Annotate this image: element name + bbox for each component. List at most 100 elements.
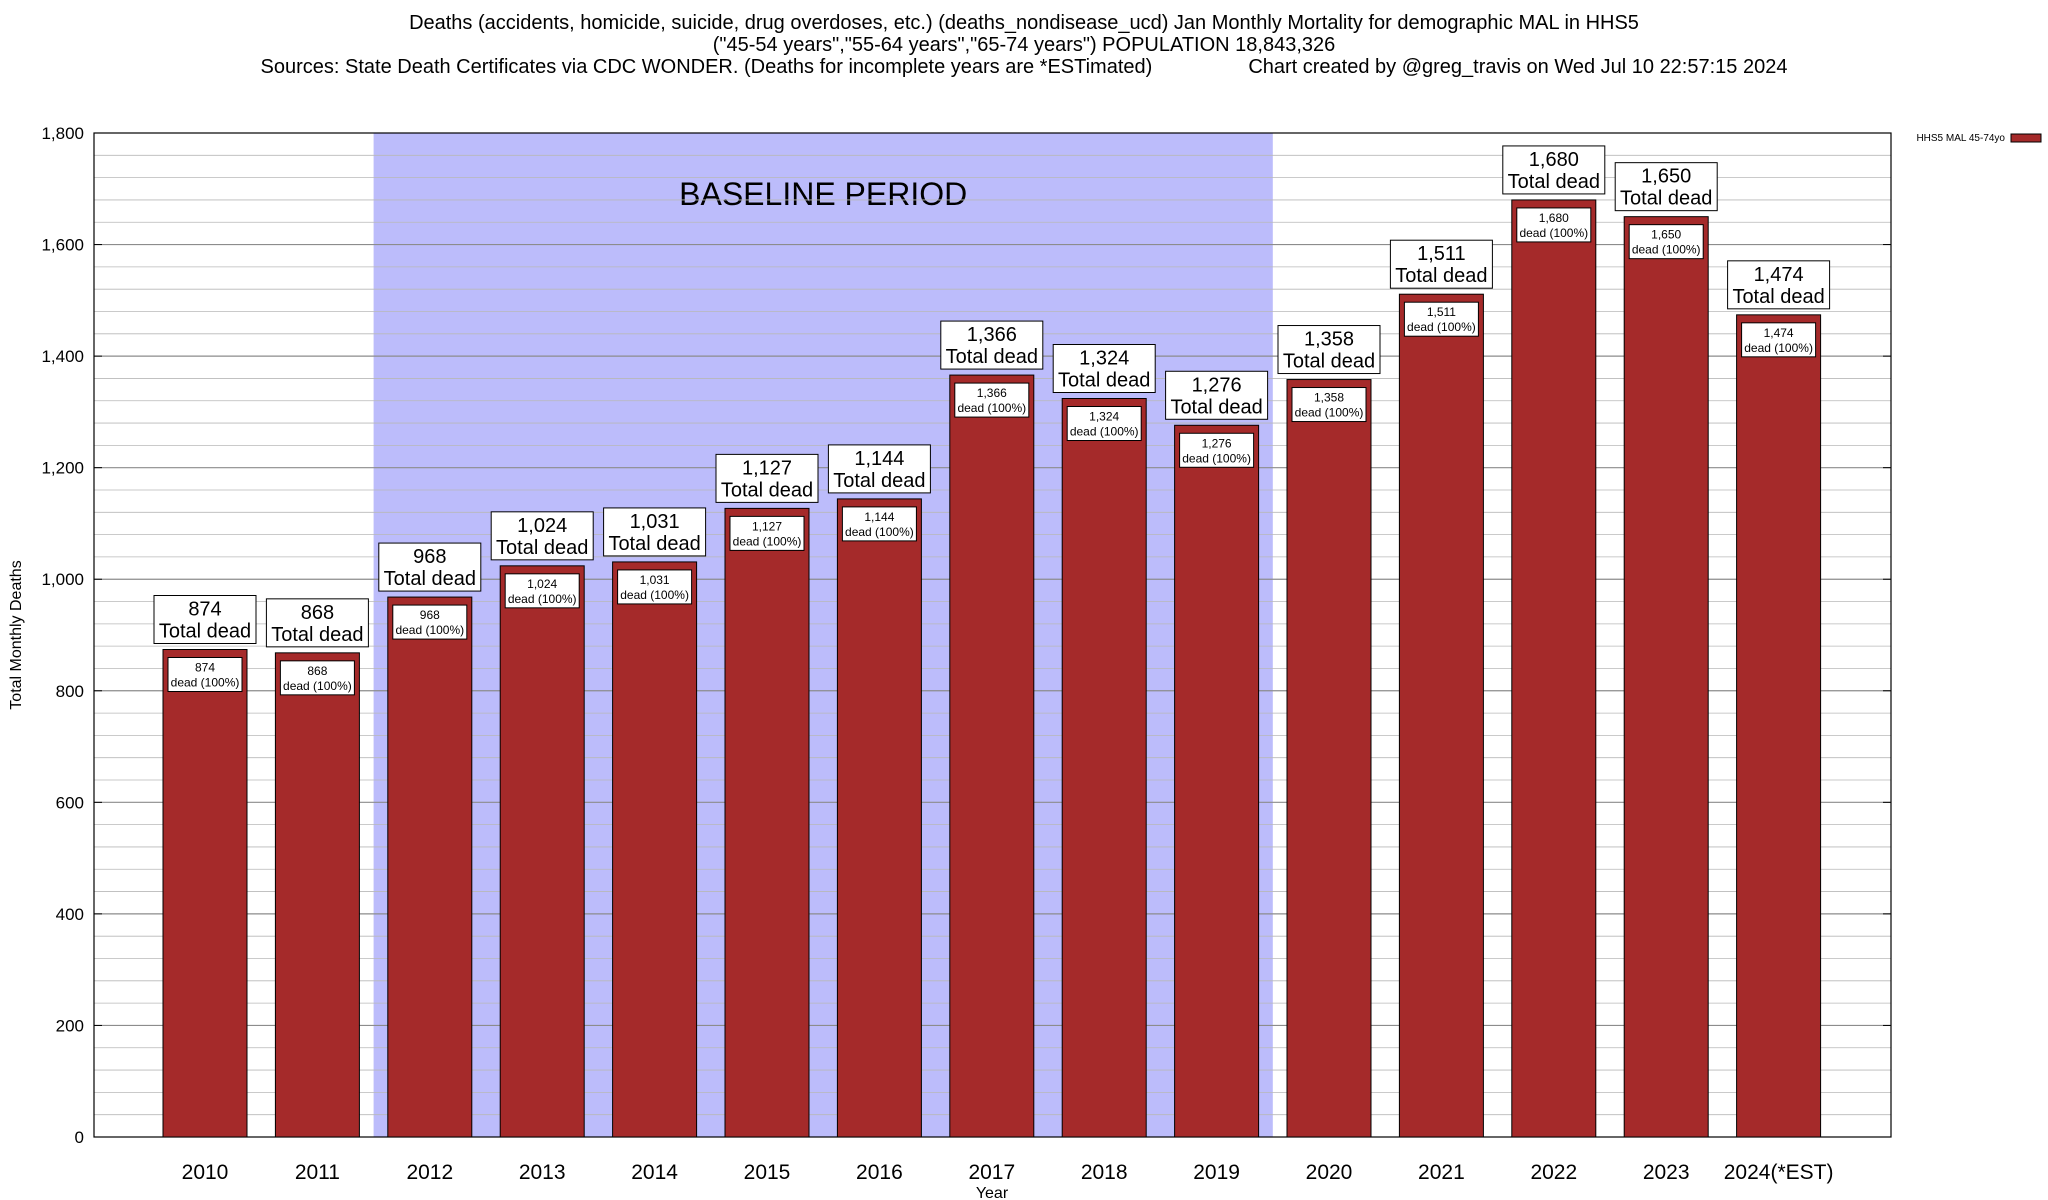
segment-label-box bbox=[167, 657, 243, 693]
total-value-label: 1,031 bbox=[630, 511, 680, 533]
segment-percent-label: dead (100%) bbox=[395, 623, 464, 637]
x-tick-label: 2018 bbox=[1081, 1161, 1128, 1184]
y-tick-label: 0 bbox=[75, 1128, 84, 1147]
total-value-label: 1,680 bbox=[1529, 149, 1579, 171]
segment-value-label: 1,511 bbox=[1427, 305, 1456, 319]
y-tick-label: 200 bbox=[56, 1016, 84, 1035]
segment-label-box bbox=[392, 604, 468, 640]
total-dead-label: Total dead bbox=[1508, 171, 1600, 193]
segment-label-box bbox=[1516, 207, 1592, 243]
x-tick-label: 2010 bbox=[182, 1161, 229, 1184]
x-tick-label: 2021 bbox=[1418, 1161, 1465, 1184]
segment-percent-label: dead (100%) bbox=[1070, 425, 1139, 439]
total-label-box bbox=[1614, 162, 1718, 212]
segment-percent-label: dead (100%) bbox=[508, 592, 577, 606]
segment-value-label: 1,680 bbox=[1539, 211, 1569, 225]
total-value-label: 1,511 bbox=[1417, 243, 1466, 265]
x-tick-label: 2023 bbox=[1643, 1161, 1690, 1184]
total-dead-label: Total dead bbox=[1732, 286, 1824, 308]
total-value-label: 1,024 bbox=[517, 515, 567, 537]
total-dead-label: Total dead bbox=[1395, 265, 1487, 287]
segment-percent-label: dead (100%) bbox=[1182, 451, 1251, 465]
x-axis-title: Year bbox=[976, 1185, 1009, 1200]
chart-title-line-1: Deaths (accidents, homicide, suicide, dr… bbox=[409, 12, 1639, 34]
segment-value-label: 1,474 bbox=[1764, 326, 1794, 340]
bar-2015 bbox=[724, 507, 810, 1138]
total-dead-label: Total dead bbox=[384, 568, 476, 590]
y-tick-label: 1,000 bbox=[41, 570, 84, 589]
total-value-label: 968 bbox=[413, 546, 446, 568]
bar-2010 bbox=[162, 649, 248, 1138]
total-label-box bbox=[603, 507, 707, 557]
bar-2018 bbox=[1061, 398, 1147, 1138]
chart-credit: Chart created by @greg_travis on Wed Jul… bbox=[1248, 56, 1788, 78]
segment-label-box bbox=[279, 660, 355, 696]
bar-2013 bbox=[499, 565, 585, 1138]
segment-value-label: 1,031 bbox=[640, 573, 670, 587]
segment-label-box bbox=[617, 569, 693, 605]
total-label-box bbox=[715, 453, 819, 503]
y-tick-label: 1,200 bbox=[41, 459, 84, 478]
x-tick-label: 2019 bbox=[1193, 1161, 1240, 1184]
segment-value-label: 1,324 bbox=[1089, 410, 1119, 424]
total-label-box bbox=[153, 595, 257, 645]
segment-label-box bbox=[504, 573, 580, 609]
legend-swatch bbox=[2010, 133, 2042, 143]
total-label-box bbox=[265, 598, 369, 648]
y-tick-label: 400 bbox=[56, 905, 84, 924]
segment-label-box bbox=[1291, 387, 1367, 423]
total-value-label: 1,276 bbox=[1192, 374, 1242, 396]
segment-percent-label: dead (100%) bbox=[845, 525, 914, 539]
bar-2024(*EST) bbox=[1736, 314, 1822, 1138]
segment-value-label: 1,024 bbox=[527, 577, 557, 591]
bar-2023 bbox=[1623, 216, 1709, 1138]
x-tick-label: 2024(*EST) bbox=[1724, 1161, 1834, 1184]
total-dead-label: Total dead bbox=[496, 537, 588, 559]
legend: HHS5 MAL 45-74yo bbox=[1916, 133, 2042, 144]
total-label-box bbox=[827, 444, 931, 494]
total-value-label: 874 bbox=[188, 599, 221, 621]
total-dead-label: Total dead bbox=[946, 346, 1038, 368]
total-dead-label: Total dead bbox=[721, 479, 813, 501]
total-label-box bbox=[1277, 325, 1381, 375]
total-value-label: 1,358 bbox=[1304, 329, 1354, 351]
total-label-box bbox=[1389, 239, 1493, 289]
bar-2022 bbox=[1511, 199, 1597, 1138]
segment-percent-label: dead (100%) bbox=[1744, 341, 1813, 355]
chart-title-line-2: ("45-54 years","55-64 years","65-74 year… bbox=[712, 34, 1336, 56]
segment-value-label: 1,276 bbox=[1202, 436, 1232, 450]
segment-percent-label: dead (100%) bbox=[1407, 320, 1476, 334]
x-tick-label: 2016 bbox=[856, 1161, 903, 1184]
chart-sources: Sources: State Death Certificates via CD… bbox=[260, 56, 1153, 78]
segment-label-box bbox=[729, 515, 805, 551]
total-label-box bbox=[378, 542, 482, 592]
segment-label-box bbox=[841, 506, 917, 542]
total-dead-label: Total dead bbox=[1283, 351, 1375, 373]
total-label-box bbox=[940, 320, 1044, 370]
bar-2014 bbox=[612, 561, 698, 1138]
y-tick-label: 800 bbox=[56, 682, 84, 701]
axes: 0 200 400 600 800 1,000 1,200 1,400 1,600 1,800 To… bbox=[8, 124, 1892, 1200]
segment-percent-label: dead (100%) bbox=[733, 534, 802, 548]
x-tick-label: 2020 bbox=[1306, 1161, 1353, 1184]
segment-value-label: 1,650 bbox=[1651, 228, 1681, 242]
total-dead-label: Total dead bbox=[271, 624, 363, 646]
y-tick-label: 600 bbox=[56, 793, 84, 812]
segment-percent-label: dead (100%) bbox=[1632, 243, 1701, 257]
bar-2019 bbox=[1174, 424, 1260, 1138]
segment-value-label: 1,127 bbox=[752, 519, 782, 533]
segment-percent-label: dead (100%) bbox=[171, 676, 240, 690]
segment-value-label: 1,366 bbox=[977, 386, 1007, 400]
total-value-label: 1,474 bbox=[1754, 264, 1804, 286]
segment-percent-label: dead (100%) bbox=[620, 588, 689, 602]
x-tick-label: 2014 bbox=[631, 1161, 678, 1184]
total-value-label: 1,324 bbox=[1079, 348, 1129, 370]
total-label-box bbox=[1165, 370, 1269, 420]
total-label-box bbox=[1052, 344, 1156, 394]
segment-percent-label: dead (100%) bbox=[1295, 406, 1364, 420]
bar-2016 bbox=[836, 498, 922, 1138]
x-tick-label: 2012 bbox=[406, 1161, 453, 1184]
total-dead-label: Total dead bbox=[1170, 396, 1262, 418]
